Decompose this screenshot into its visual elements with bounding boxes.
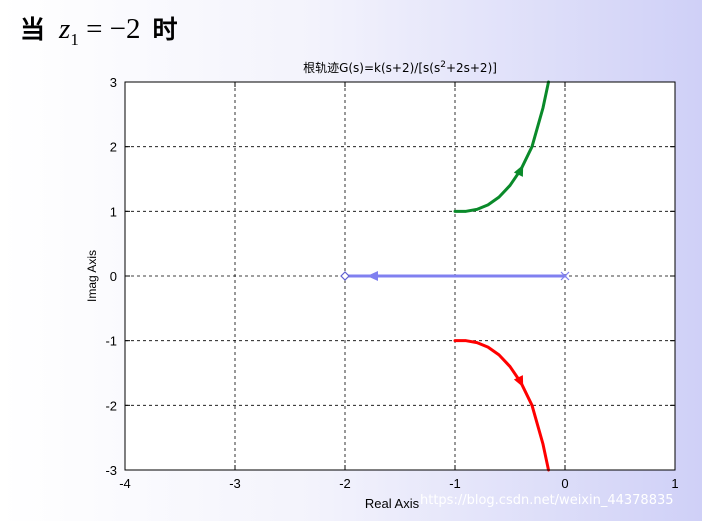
locus-branch-2: [453, 339, 550, 472]
y-tick-label: 3: [110, 75, 117, 90]
x-tick-label: -2: [339, 476, 351, 491]
y-tick-label: 2: [110, 140, 117, 155]
chart-title-rest: +2s+2)]: [446, 61, 497, 75]
y-axis-label: Imag Axis: [85, 250, 99, 302]
y-tick-label: -1: [105, 334, 117, 349]
direction-arrow-3: [367, 271, 378, 281]
chart-title-superscript: 2: [440, 60, 446, 70]
pole-marker: [560, 271, 570, 281]
chart-title-main: 根轨迹G(s)=k(s+2)/[s(s: [303, 61, 440, 75]
direction-arrow-2: [513, 375, 524, 388]
y-tick-label: -3: [105, 463, 117, 478]
heading-prefix: 当: [20, 15, 46, 44]
x-tick-label: 0: [561, 476, 568, 491]
x-axis-label: Real Axis: [365, 496, 420, 511]
heading-equation-value: = −2: [86, 13, 141, 45]
marker-group: [340, 271, 570, 281]
zero-marker: [340, 271, 350, 281]
slide-heading: 当 z1 = −2 时: [20, 10, 178, 50]
watermark: https://blog.csdn.net/weixin_44378835: [420, 493, 674, 508]
x-tick-label: 1: [671, 476, 678, 491]
heading-subscript: 1: [70, 29, 79, 49]
heading-suffix: 时: [152, 15, 178, 44]
y-tick-label: 1: [110, 204, 117, 219]
y-tick-label: 0: [110, 269, 117, 284]
direction-arrow-1: [513, 164, 524, 177]
series-group: [343, 80, 567, 472]
x-tick-label: -1: [449, 476, 461, 491]
x-tick-label: -3: [229, 476, 241, 491]
chart-title: 根轨迹G(s)=k(s+2)/[s(s2+2s+2)]: [303, 60, 497, 75]
y-tick-label: -2: [105, 398, 117, 413]
heading-variable: z: [59, 13, 71, 45]
x-tick-label: -4: [119, 476, 131, 491]
heading-equation: z1 = −2: [59, 13, 141, 50]
locus-branch-1: [453, 80, 550, 213]
